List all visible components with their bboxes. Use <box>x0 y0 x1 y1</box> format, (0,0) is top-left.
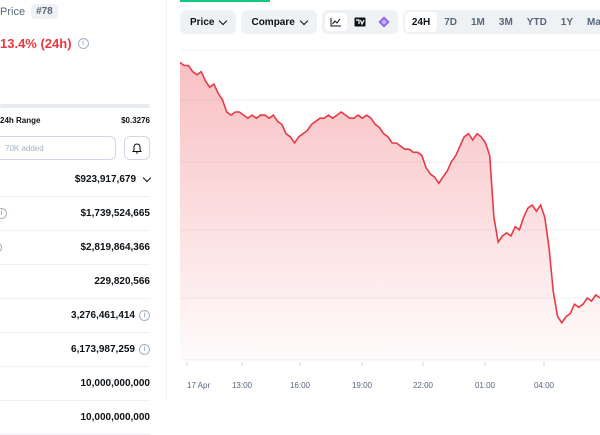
stat-row: 10,000,000,000 <box>0 400 150 435</box>
chevron-down-icon <box>219 16 228 25</box>
x-axis-label: 01:00 <box>475 381 496 390</box>
price-dropdown-label: Price <box>190 16 215 28</box>
stat-row: i $2,819,864,366 <box>0 230 150 265</box>
info-icon[interactable]: i <box>0 242 2 253</box>
stat-value: 10,000,000,000 <box>80 411 150 423</box>
x-axis-label: 04:00 <box>534 381 555 390</box>
price-label: Price <box>0 5 26 18</box>
ai-sparkle-icon[interactable] <box>373 13 395 31</box>
time-range-selector: 24H 7D 1M 3M YTD 1Y Max <box>402 10 600 34</box>
stat-row: 6,173,987,259 i <box>0 332 150 367</box>
range-row: 24h Range $0.3276 <box>0 116 150 125</box>
x-axis-label: 22:00 <box>413 381 434 390</box>
chevron-down-icon <box>299 16 309 25</box>
range-label: 24h Range <box>0 116 41 125</box>
compare-dropdown[interactable]: Compare <box>241 10 317 34</box>
range-bar <box>0 104 150 108</box>
stat-row: i $1,739,524,665 <box>0 196 150 231</box>
chart-toolbar: Price Compare 24H 7D 1M 3M YTD 1Y Max <box>180 10 600 34</box>
price-line <box>180 61 600 325</box>
stat-value: 10,000,000,000 <box>80 377 150 389</box>
active-tab-indicator <box>180 0 270 2</box>
price-change-value: 13.4% (24h) <box>0 36 72 51</box>
price-alert-button[interactable] <box>124 136 150 160</box>
chart-tools <box>321 10 398 34</box>
info-icon[interactable]: i <box>139 343 150 355</box>
range-7d[interactable]: 7D <box>444 16 457 28</box>
stat-row: 10,000,000,000 <box>0 366 150 401</box>
stat-value: $1,739,524,665 <box>80 207 150 219</box>
info-icon-wrap: i <box>0 207 7 219</box>
price-chart: 17 Apr 13:00 16:00 19:00 22:00 01:00 04:00 <box>180 49 600 390</box>
stat-value: $923,917,679 <box>74 173 136 185</box>
x-axis-label: 13:00 <box>232 381 253 390</box>
coin-stats-panel: Price #78 13.4% (24h) i 24h Range $0.327… <box>0 0 167 435</box>
range-high: $0.3276 <box>121 116 150 125</box>
range-24h[interactable]: 24H <box>404 12 438 32</box>
stat-row: $923,917,679 <box>0 162 152 197</box>
range-3m[interactable]: 3M <box>498 16 513 28</box>
range-max[interactable]: Max <box>587 16 600 28</box>
stat-row: 229,820,566 <box>0 264 150 299</box>
info-icon[interactable]: i <box>0 208 7 219</box>
range-1m[interactable]: 1M <box>470 16 485 28</box>
info-icon-wrap: i <box>0 241 2 253</box>
x-axis-label: 17 Apr <box>187 381 210 390</box>
watchlist-added-field[interactable]: ​70K added <box>0 136 116 160</box>
stat-value: $2,819,864,366 <box>80 241 150 253</box>
stat-row: 3,276,461,414 i <box>0 298 150 333</box>
range-1y[interactable]: 1Y <box>560 16 574 28</box>
price-header: Price #78 <box>0 4 58 19</box>
line-chart-icon[interactable] <box>324 13 347 31</box>
tradingview-icon[interactable] <box>349 13 371 31</box>
range-ytd[interactable]: YTD <box>526 16 547 28</box>
rank-badge: #78 <box>31 4 58 19</box>
info-icon[interactable]: i <box>139 309 150 321</box>
stat-value: 6,173,987,259 <box>71 343 135 355</box>
watchlist-added-text: ​70K added <box>5 143 44 153</box>
compare-dropdown-label: Compare <box>251 16 295 28</box>
bell-icon <box>132 142 142 154</box>
info-icon[interactable]: i <box>77 38 89 49</box>
chevron-down-icon[interactable] <box>142 173 152 182</box>
price-area <box>180 62 600 361</box>
stat-value: 229,820,566 <box>94 275 150 287</box>
stat-value: 3,276,461,414 <box>71 309 135 321</box>
x-axis-label: 16:00 <box>290 381 311 390</box>
x-axis-label: 19:00 <box>352 381 373 390</box>
price-dropdown[interactable]: Price <box>180 10 237 34</box>
price-change-24h: 13.4% (24h) i <box>0 36 89 51</box>
